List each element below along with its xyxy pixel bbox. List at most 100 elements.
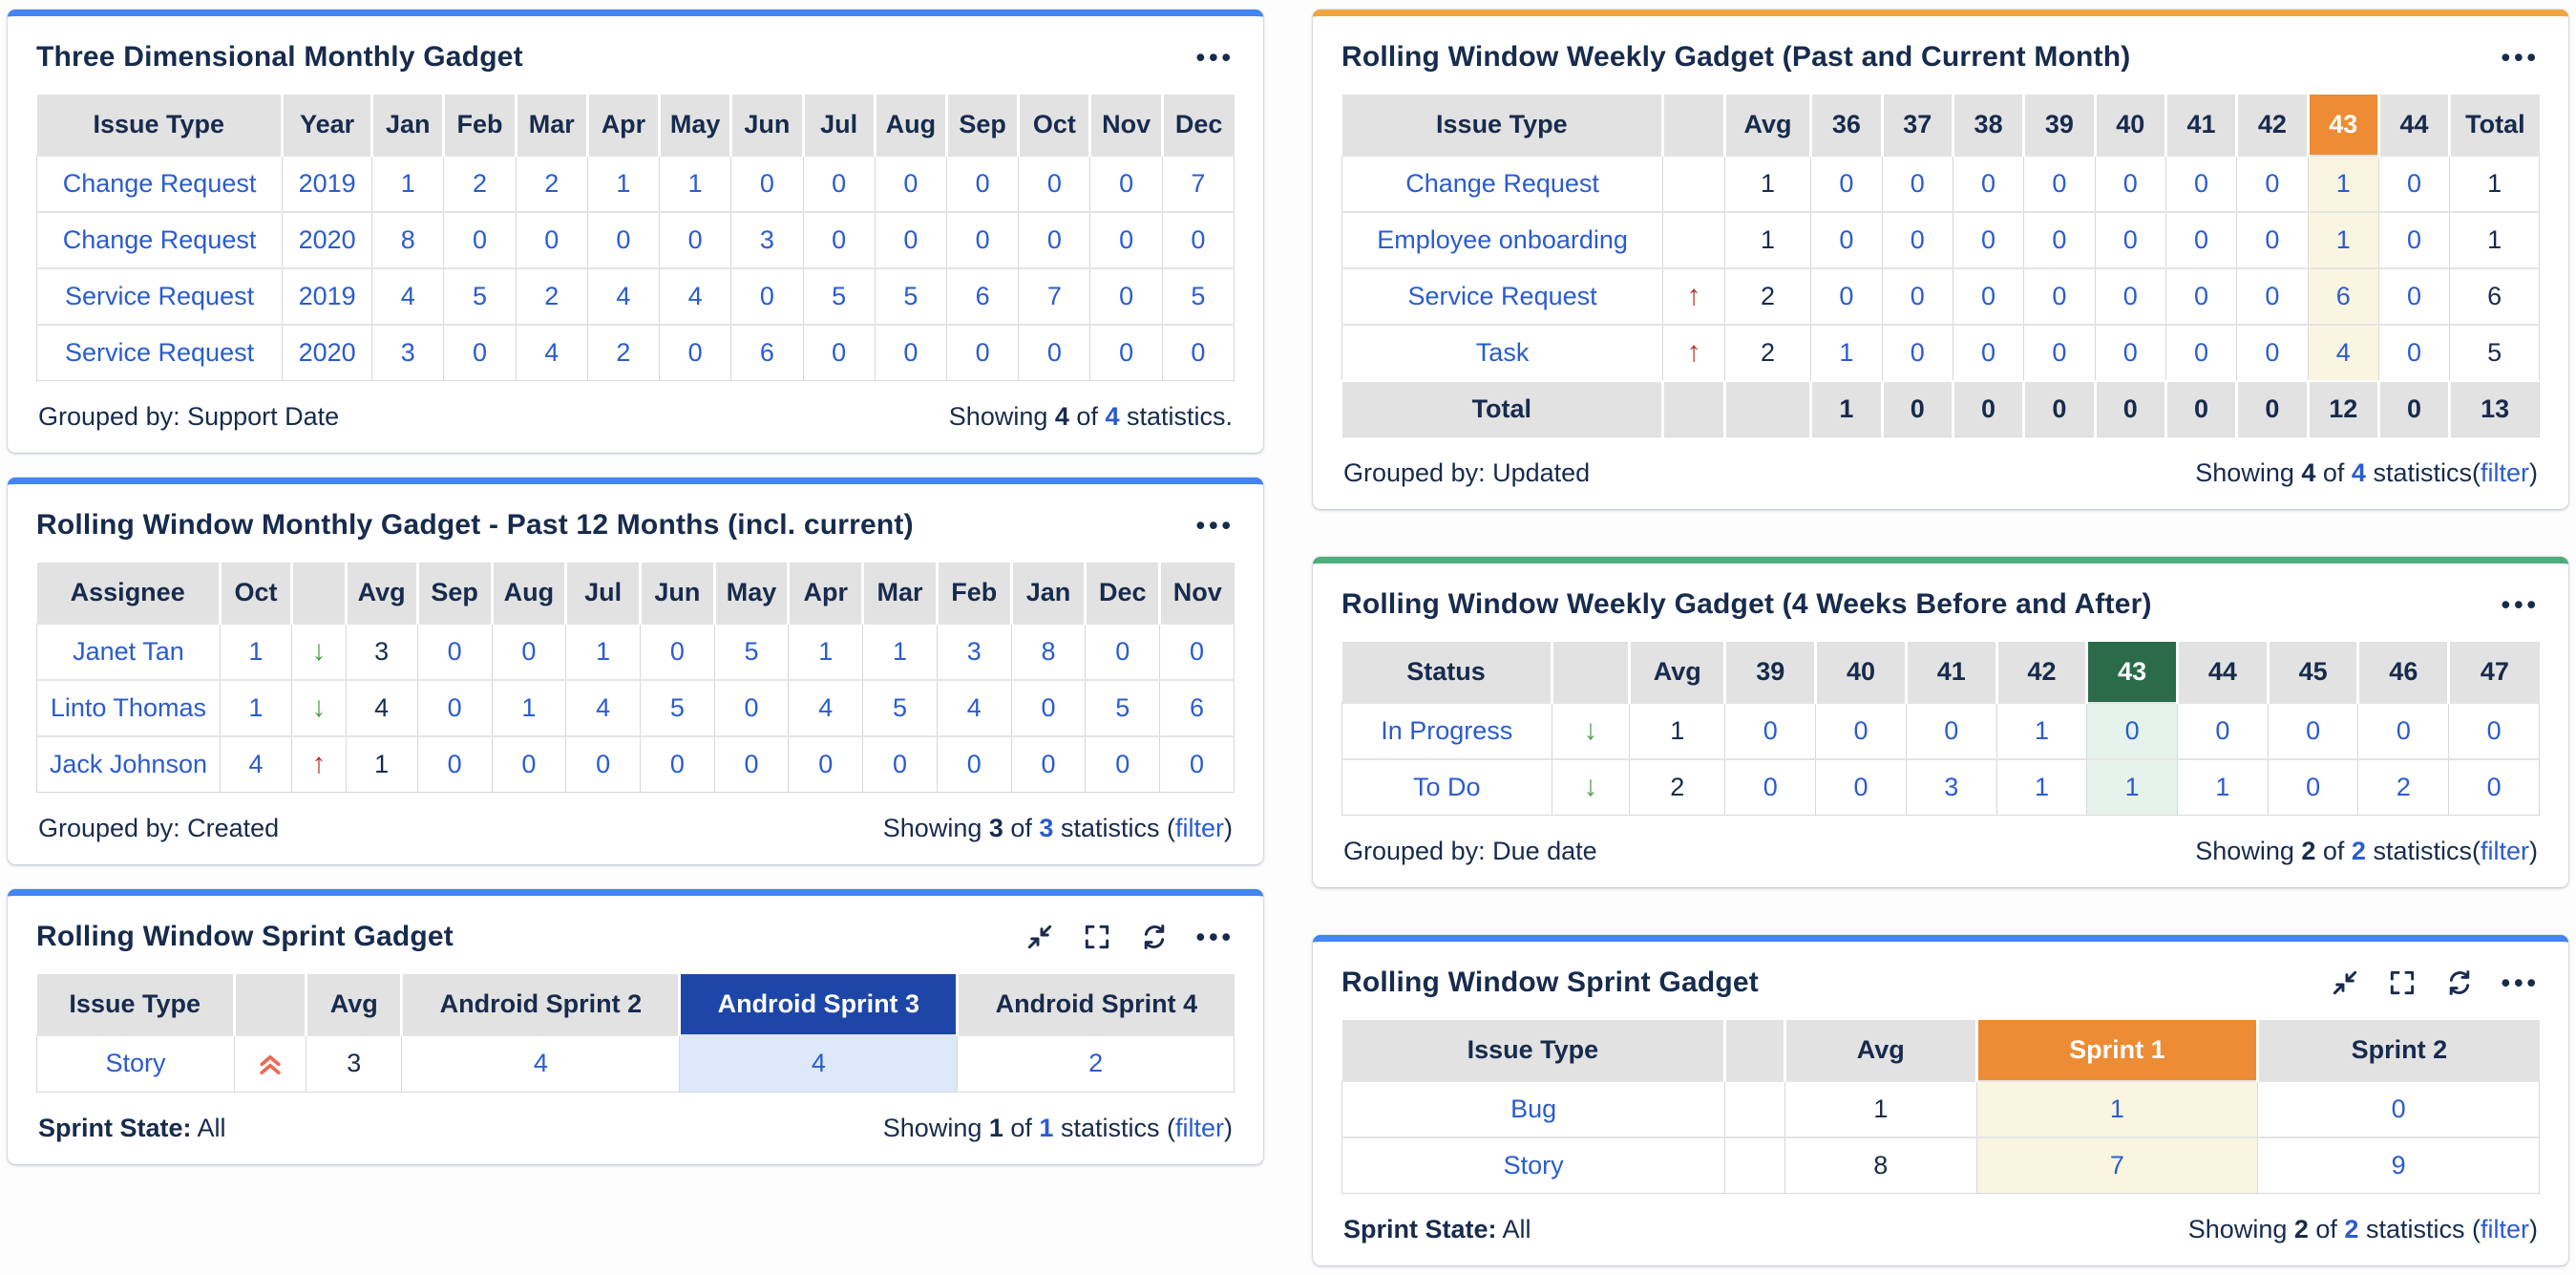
stat-cell-link[interactable]: 2020 <box>282 324 373 381</box>
stat-cell-link[interactable]: 1 <box>1995 758 2088 816</box>
stat-cell-link[interactable]: 1 <box>1975 1080 2259 1138</box>
stat-cell-link[interactable]: 0 <box>874 324 948 381</box>
stat-cell-link[interactable]: 0 <box>2094 267 2166 326</box>
stat-cell-link[interactable]: 0 <box>2023 267 2096 326</box>
stat-cell-link[interactable]: 1 <box>788 623 864 681</box>
stat-cell-link[interactable]: 4 <box>788 679 864 737</box>
stat-cell-link[interactable]: 0 <box>1159 735 1235 793</box>
stat-cell-link[interactable]: 8 <box>371 211 445 269</box>
stat-cell-link[interactable]: 5 <box>862 679 938 737</box>
stat-cell-link[interactable]: 0 <box>639 623 715 681</box>
stat-cell-link[interactable]: 0 <box>713 735 790 793</box>
stat-cell-link[interactable]: 0 <box>1089 211 1163 269</box>
stat-cell-link[interactable]: 0 <box>1810 267 1883 326</box>
collapse-icon[interactable] <box>2330 967 2360 998</box>
stat-cell-link[interactable]: 0 <box>1810 211 1883 269</box>
stat-cell-link[interactable]: 0 <box>945 211 1020 269</box>
stat-cell-link[interactable]: 0 <box>1815 758 1907 816</box>
stat-cell-link[interactable]: 0 <box>659 324 732 381</box>
stat-cell-link[interactable]: 2 <box>515 267 588 326</box>
stat-cell-link[interactable]: 9 <box>2257 1137 2540 1194</box>
menu-icon[interactable]: ••• <box>1195 922 1235 951</box>
stat-cell-link[interactable]: 4 <box>679 1033 959 1093</box>
stat-cell-link[interactable]: 8 <box>1010 623 1087 681</box>
row-label-link[interactable]: Story <box>1341 1137 1726 1194</box>
row-label-link[interactable]: Story <box>36 1033 235 1093</box>
stat-cell-link[interactable]: 0 <box>862 735 938 793</box>
stat-cell-link[interactable]: 0 <box>1085 623 1161 681</box>
stat-cell-link[interactable]: 0 <box>2023 324 2096 382</box>
stat-cell-link[interactable]: 2 <box>443 155 517 213</box>
filter-link[interactable]: filter <box>2480 1215 2529 1243</box>
stat-cell-link[interactable]: 6 <box>945 267 1020 326</box>
menu-icon[interactable]: ••• <box>2501 42 2540 72</box>
stat-cell-link[interactable]: 0 <box>2094 211 2166 269</box>
stat-cell-link[interactable]: 2020 <box>282 211 373 269</box>
row-label-link[interactable]: Bug <box>1341 1080 1726 1138</box>
stat-cell-link[interactable]: 0 <box>2267 758 2359 816</box>
stat-cell-link[interactable]: 0 <box>515 211 588 269</box>
row-label-link[interactable]: Linto Thomas <box>36 679 221 737</box>
stat-cell-link[interactable]: 0 <box>659 211 732 269</box>
refresh-icon[interactable] <box>2444 967 2475 998</box>
stat-cell-link[interactable]: 3 <box>936 623 1012 681</box>
stat-cell-link[interactable]: 0 <box>2164 267 2238 326</box>
stat-cell-link[interactable]: 2019 <box>282 267 373 326</box>
stat-cell-link[interactable]: 5 <box>639 679 715 737</box>
filter-link[interactable]: filter <box>2480 458 2529 487</box>
stat-cell-link[interactable]: 1 <box>1810 324 1883 382</box>
stat-cell-link[interactable]: 0 <box>2177 702 2269 760</box>
stat-cell-link[interactable]: 0 <box>1952 324 2025 382</box>
stat-cell-link[interactable]: 4 <box>659 267 732 326</box>
stat-cell-link[interactable]: 0 <box>491 735 567 793</box>
stat-cell-link[interactable]: 5 <box>713 623 790 681</box>
stat-cell-link[interactable]: 0 <box>1010 735 1087 793</box>
stat-cell-link[interactable]: 0 <box>874 211 948 269</box>
stat-cell-link[interactable]: 1 <box>2307 155 2379 213</box>
stat-cell-link[interactable]: 0 <box>2267 702 2359 760</box>
stat-cell-link[interactable]: 1 <box>2307 211 2379 269</box>
menu-icon[interactable]: ••• <box>2501 589 2540 619</box>
stat-cell-link[interactable]: 5 <box>802 267 876 326</box>
stat-cell-link[interactable]: 0 <box>2086 702 2179 760</box>
stat-cell-link[interactable]: 3 <box>371 324 445 381</box>
stat-cell-link[interactable]: 0 <box>2236 324 2309 382</box>
stat-cell-link[interactable]: 5 <box>874 267 948 326</box>
stat-cell-link[interactable]: 5 <box>1161 267 1235 326</box>
filter-link[interactable]: filter <box>2480 837 2529 865</box>
stat-cell-link[interactable]: 0 <box>874 155 948 213</box>
stat-cell-link[interactable]: 0 <box>1018 324 1091 381</box>
stat-cell-link[interactable]: 0 <box>2164 324 2238 382</box>
stat-cell-link[interactable]: 5 <box>443 267 517 326</box>
stat-cell-link[interactable]: 2019 <box>282 155 373 213</box>
stat-cell-link[interactable]: 0 <box>802 211 876 269</box>
stat-cell-link[interactable]: 0 <box>802 155 876 213</box>
stat-cell-link[interactable]: 0 <box>443 211 517 269</box>
row-label-link[interactable]: Change Request <box>35 211 284 269</box>
stat-cell-link[interactable]: 0 <box>2448 758 2540 816</box>
stat-cell-link[interactable]: 1 <box>659 155 732 213</box>
menu-icon[interactable]: ••• <box>2501 967 2540 997</box>
stat-cell-link[interactable]: 0 <box>2236 155 2309 213</box>
stat-cell-link[interactable]: 0 <box>802 324 876 381</box>
stat-cell-link[interactable]: 7 <box>1975 1137 2259 1194</box>
stat-cell-link[interactable]: 0 <box>1161 211 1235 269</box>
stat-cell-link[interactable]: 0 <box>788 735 864 793</box>
row-label-link[interactable]: Service Request <box>1341 267 1664 326</box>
stat-cell-link[interactable]: 6 <box>1159 679 1235 737</box>
fullscreen-icon[interactable] <box>1082 922 1112 952</box>
collapse-icon[interactable] <box>1024 922 1055 952</box>
stat-cell-link[interactable]: 0 <box>1089 324 1163 381</box>
stat-cell-link[interactable]: 0 <box>1018 211 1091 269</box>
stat-cell-link[interactable]: 0 <box>1724 702 1817 760</box>
stat-cell-link[interactable]: 2 <box>957 1033 1235 1093</box>
row-label-link[interactable]: Service Request <box>35 324 284 381</box>
stat-cell-link[interactable]: 0 <box>586 211 661 269</box>
stat-cell-link[interactable]: 0 <box>713 679 790 737</box>
stat-cell-link[interactable]: 0 <box>730 155 804 213</box>
stat-cell-link[interactable]: 3 <box>730 211 804 269</box>
stat-cell-link[interactable]: 0 <box>1159 623 1235 681</box>
stat-cell-link[interactable]: 0 <box>730 267 804 326</box>
stat-cell-link[interactable]: 1 <box>219 623 293 681</box>
stat-cell-link[interactable]: 0 <box>2023 211 2096 269</box>
